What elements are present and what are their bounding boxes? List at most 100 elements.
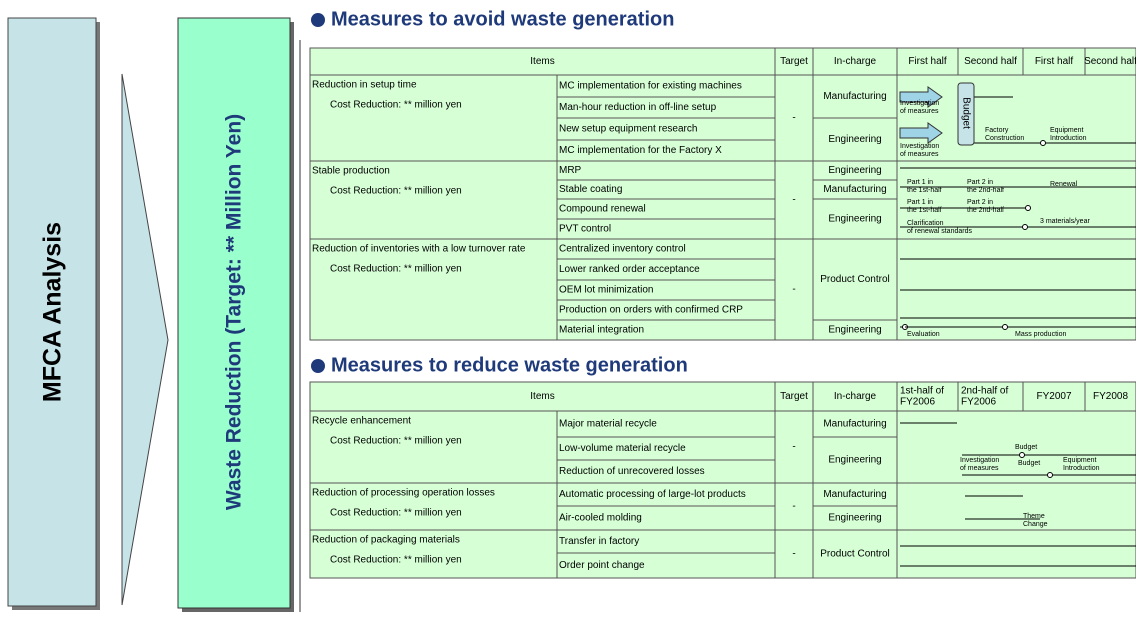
right-box	[177, 17, 291, 609]
item: New setup equipment research	[559, 124, 697, 135]
timeline-label: of measures	[900, 108, 939, 115]
item: Reduction of unrecovered losses	[559, 466, 705, 477]
timeline-label: 3 materials/year	[1040, 218, 1090, 225]
target: -	[792, 195, 795, 206]
header-cell: In-charge	[834, 391, 877, 402]
timeline-label: Clarification	[907, 220, 944, 227]
group-name: Reduction of processing operation losses	[312, 488, 495, 499]
in-charge: Engineering	[828, 455, 881, 466]
left-box	[7, 17, 97, 607]
block-arrow	[899, 122, 943, 144]
period-header: FY2006	[961, 397, 996, 408]
item: Stable coating	[559, 184, 622, 195]
timeline-label: Renewal	[1050, 181, 1078, 188]
timeline-label: the 2nd-half	[967, 187, 1004, 194]
item: OEM lot minimization	[559, 285, 653, 296]
header-cell: Target	[780, 56, 808, 67]
group-name: Reduction of packaging materials	[312, 535, 460, 546]
in-charge: Manufacturing	[823, 419, 886, 430]
group-note: Cost Reduction: ** million yen	[330, 264, 462, 275]
target: -	[792, 442, 795, 453]
header-cell: Items	[530, 56, 554, 67]
milestone	[1002, 324, 1008, 330]
item: MC implementation for the Factory X	[559, 145, 722, 156]
milestone	[1019, 452, 1025, 458]
item: MC implementation for existing machines	[559, 81, 742, 92]
target: -	[792, 501, 795, 512]
timeline-label: Equipment	[1063, 457, 1097, 464]
timeline-label: Introduction	[1050, 135, 1087, 142]
bullet	[311, 359, 325, 373]
timeline-label: the 1st-half	[907, 187, 942, 194]
right-label: Waste Reduction (Target: ** Million Yen)	[223, 114, 246, 510]
period-header: 1st-half of	[900, 386, 944, 397]
group-name: Reduction of inventories with a low turn…	[312, 244, 526, 255]
item: Material integration	[559, 325, 644, 336]
timeline-label: Change	[1023, 521, 1048, 528]
period-header: 2nd-half of	[961, 386, 1008, 397]
timeline-label: Investigation	[900, 100, 939, 107]
in-charge: Engineering	[828, 134, 881, 145]
header-cell: In-charge	[834, 56, 877, 67]
item: Low-volume material recycle	[559, 443, 686, 454]
period-header: FY2006	[900, 397, 935, 408]
milestone	[1040, 140, 1046, 146]
group-note: Cost Reduction: ** million yen	[330, 508, 462, 519]
timeline-label: Equipment	[1050, 127, 1084, 134]
timeline-label: Budget	[960, 97, 971, 129]
section-title: Measures to reduce waste generation	[331, 354, 688, 376]
item: Air-cooled molding	[559, 513, 642, 524]
item: Centralized inventory control	[559, 244, 686, 255]
item: Major material recycle	[559, 419, 657, 430]
item: Order point change	[559, 560, 645, 571]
timeline-label: Introduction	[1063, 465, 1100, 472]
item: Compound renewal	[559, 204, 646, 215]
header-cell: Items	[530, 391, 554, 402]
timeline-label: Evaluation	[907, 331, 940, 338]
group-name: Stable production	[312, 166, 390, 177]
in-charge: Engineering	[828, 513, 881, 524]
timeline-label: Part 2 in	[967, 199, 993, 206]
target: -	[792, 549, 795, 560]
in-charge: Engineering	[828, 165, 881, 176]
in-charge: Manufacturing	[823, 489, 886, 500]
timeline-label: Mass production	[1015, 331, 1066, 338]
timeline-label: the 1st-half	[907, 207, 942, 214]
section-title: Measures to avoid waste generation	[331, 8, 674, 30]
target: -	[792, 113, 795, 124]
period-header: FY2008	[1093, 391, 1128, 402]
arrow	[121, 73, 169, 606]
in-charge: Engineering	[828, 325, 881, 336]
timeline-label: Construction	[985, 135, 1024, 142]
group-note: Cost Reduction: ** million yen	[330, 100, 462, 111]
timeline-label: Investigation	[960, 457, 999, 464]
timeline-label: Investigation	[900, 143, 939, 150]
in-charge: Product Control	[820, 549, 889, 560]
timeline-label: of measures	[900, 151, 939, 158]
left-label: MFCA Analysis	[39, 222, 67, 402]
timeline-label: Theme	[1023, 513, 1045, 520]
in-charge: Manufacturing	[823, 184, 886, 195]
item: Transfer in factory	[559, 536, 639, 547]
timeline-label: Budget	[1015, 444, 1037, 451]
timeline-label: Factory	[985, 127, 1009, 134]
table-bg	[309, 381, 1136, 579]
item: MRP	[559, 165, 582, 176]
item: PVT control	[559, 224, 611, 235]
timeline-label: Budget	[1018, 460, 1040, 467]
timeline-label: Part 2 in	[967, 179, 993, 186]
in-charge: Manufacturing	[823, 91, 886, 102]
group-note: Cost Reduction: ** million yen	[330, 555, 462, 566]
header-cell: Target	[780, 391, 808, 402]
timeline-label: of measures	[960, 465, 999, 472]
period-header: First half	[1035, 56, 1074, 67]
target: -	[792, 284, 795, 295]
item: Man-hour reduction in off-line setup	[559, 102, 717, 113]
item: Automatic processing of large-lot produc…	[559, 489, 746, 500]
budget-box	[957, 82, 975, 146]
bullet	[311, 13, 325, 27]
timeline-label: Part 1 in	[907, 199, 933, 206]
timeline-label: Part 1 in	[907, 179, 933, 186]
timeline-label: the 2nd-half	[967, 207, 1004, 214]
